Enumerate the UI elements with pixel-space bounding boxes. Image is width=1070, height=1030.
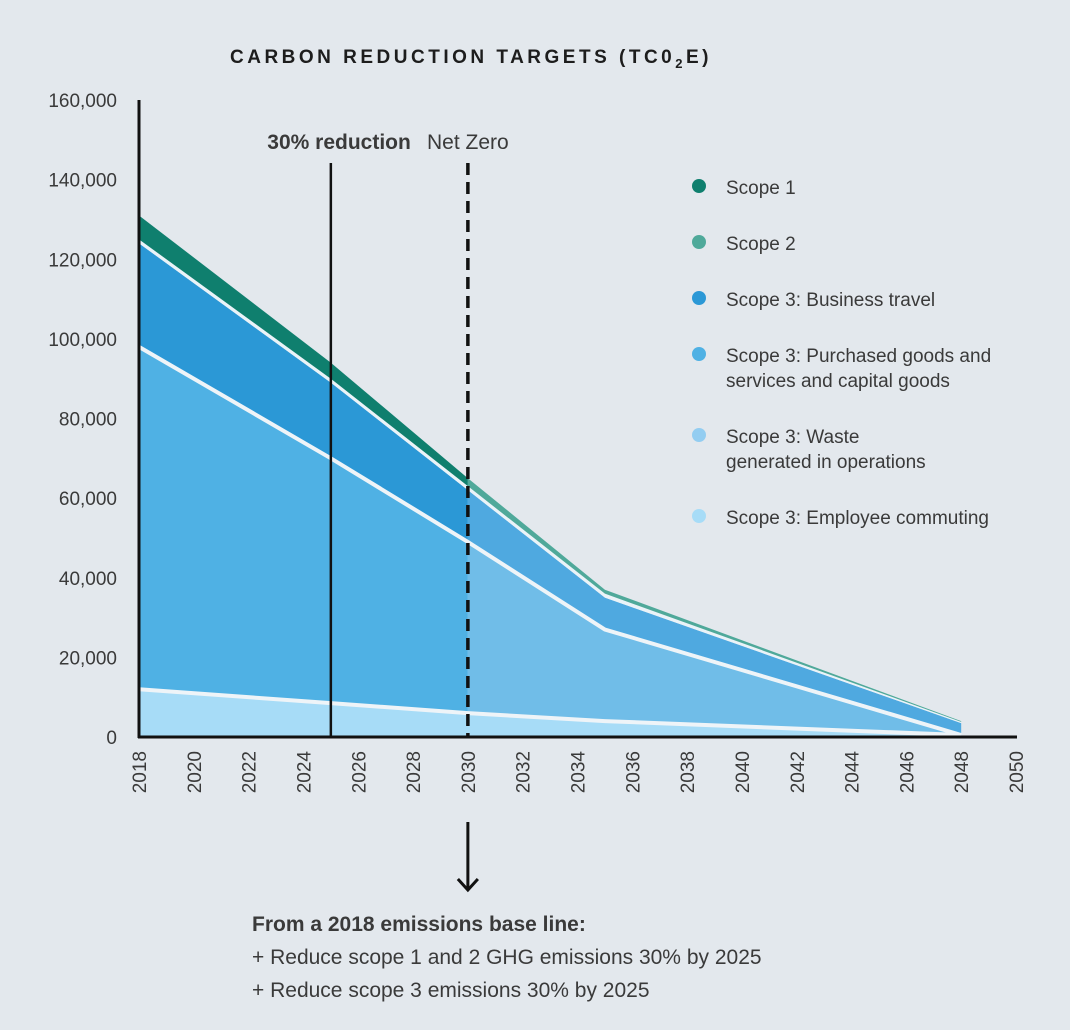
legend-label: generated in operations: [726, 452, 926, 473]
x-tick-label: 2022: [240, 751, 261, 793]
annotation-label: Net Zero: [427, 131, 509, 154]
y-tick-label: 60,000: [59, 489, 117, 510]
x-tick-label: 2028: [404, 751, 425, 793]
y-tick-label: 100,000: [48, 330, 117, 351]
legend-label: Scope 3: Business travel: [726, 290, 935, 311]
legend-dot-icon: [692, 179, 706, 193]
x-tick-label: 2026: [349, 751, 370, 793]
band-business-travel-post: [467, 490, 962, 736]
area-bands: [139, 215, 962, 737]
legend-item: Scope 1: [692, 178, 796, 199]
arrow-head: [456, 877, 479, 893]
legend-label: Scope 2: [726, 234, 796, 255]
band-business-travel: [139, 243, 468, 542]
legend-item: Scope 2: [692, 234, 796, 255]
x-tick-label: 2020: [185, 751, 206, 793]
x-tick-label: 2032: [514, 751, 535, 793]
legend-dot-icon: [692, 428, 706, 442]
y-tick-label: 140,000: [48, 171, 117, 192]
band-boundary-line: [137, 345, 962, 737]
y-tick-label: 40,000: [59, 569, 117, 590]
x-tick-label: 2018: [130, 751, 151, 793]
band-purchased-goods: [139, 346, 468, 714]
legend-label: Scope 1: [726, 178, 796, 199]
legend-dot-icon: [692, 291, 706, 305]
y-tick-label: 20,000: [59, 648, 117, 669]
legend: Scope 1 Scope 2 Scope 3: Business travel Sc…: [692, 178, 991, 529]
y-tick-label: 160,000: [48, 91, 117, 112]
legend-label: Scope 3: Purchased goods and: [726, 346, 991, 367]
legend-item: Scope 3: Waste generated in operations: [692, 427, 926, 473]
y-tick-label: 0: [106, 728, 117, 749]
annotation-label: 30% reduction: [267, 131, 411, 154]
y-tick-label: 120,000: [48, 250, 117, 271]
x-tick-label: 2036: [623, 751, 644, 793]
legend-item: Scope 3: Employee commuting: [692, 508, 989, 529]
x-tick-label: 2040: [733, 751, 754, 793]
y-tick-label: 80,000: [59, 410, 117, 431]
legend-item: Scope 3: Purchased goods and services and…: [692, 346, 991, 392]
x-tick-label: 2042: [788, 751, 809, 793]
axes: 0 20,000 40,000 60,000 80,000 100,000 120,000 1…: [48, 91, 1028, 793]
band-purchased-goods-post: [467, 541, 962, 736]
legend-label: Scope 3: Employee commuting: [726, 508, 989, 529]
legend-dot-icon: [692, 509, 706, 523]
target-line-1: + Reduce scope 1 and 2 GHG emissions 30%…: [252, 946, 762, 969]
reference-lines: 30% reduction Net Zero: [267, 131, 509, 737]
targets-note: From a 2018 emissions base line: + Reduc…: [252, 908, 762, 1007]
band-employee-commuting: [139, 689, 962, 737]
down-arrow-icon: [456, 822, 479, 893]
x-tick-label: 2044: [843, 751, 864, 794]
band-boundaries: [137, 345, 962, 738]
legend-item: Scope 3: Business travel: [692, 290, 935, 311]
x-tick-label: 2050: [1007, 751, 1028, 793]
legend-label: Scope 3: Waste: [726, 427, 859, 448]
x-tick-label: 2038: [678, 751, 699, 793]
chart-title: CARBON REDUCTION TARGETS (TC02E): [230, 47, 712, 71]
legend-dot-icon: [692, 235, 706, 249]
legend-dot-icon: [692, 347, 706, 361]
x-tick-label: 2030: [459, 751, 480, 793]
x-tick-label: 2046: [897, 751, 918, 793]
x-tick-label: 2034: [569, 751, 590, 794]
band-scope-1: [139, 215, 468, 487]
x-tick-label: 2024: [294, 751, 315, 794]
targets-heading: From a 2018 emissions base line:: [252, 913, 586, 936]
x-tick-label: 2048: [952, 751, 973, 793]
band-boundary-line: [138, 687, 962, 738]
target-line-2: + Reduce scope 3 emissions 30% by 2025: [252, 979, 650, 1002]
legend-label: services and capital goods: [726, 371, 950, 392]
